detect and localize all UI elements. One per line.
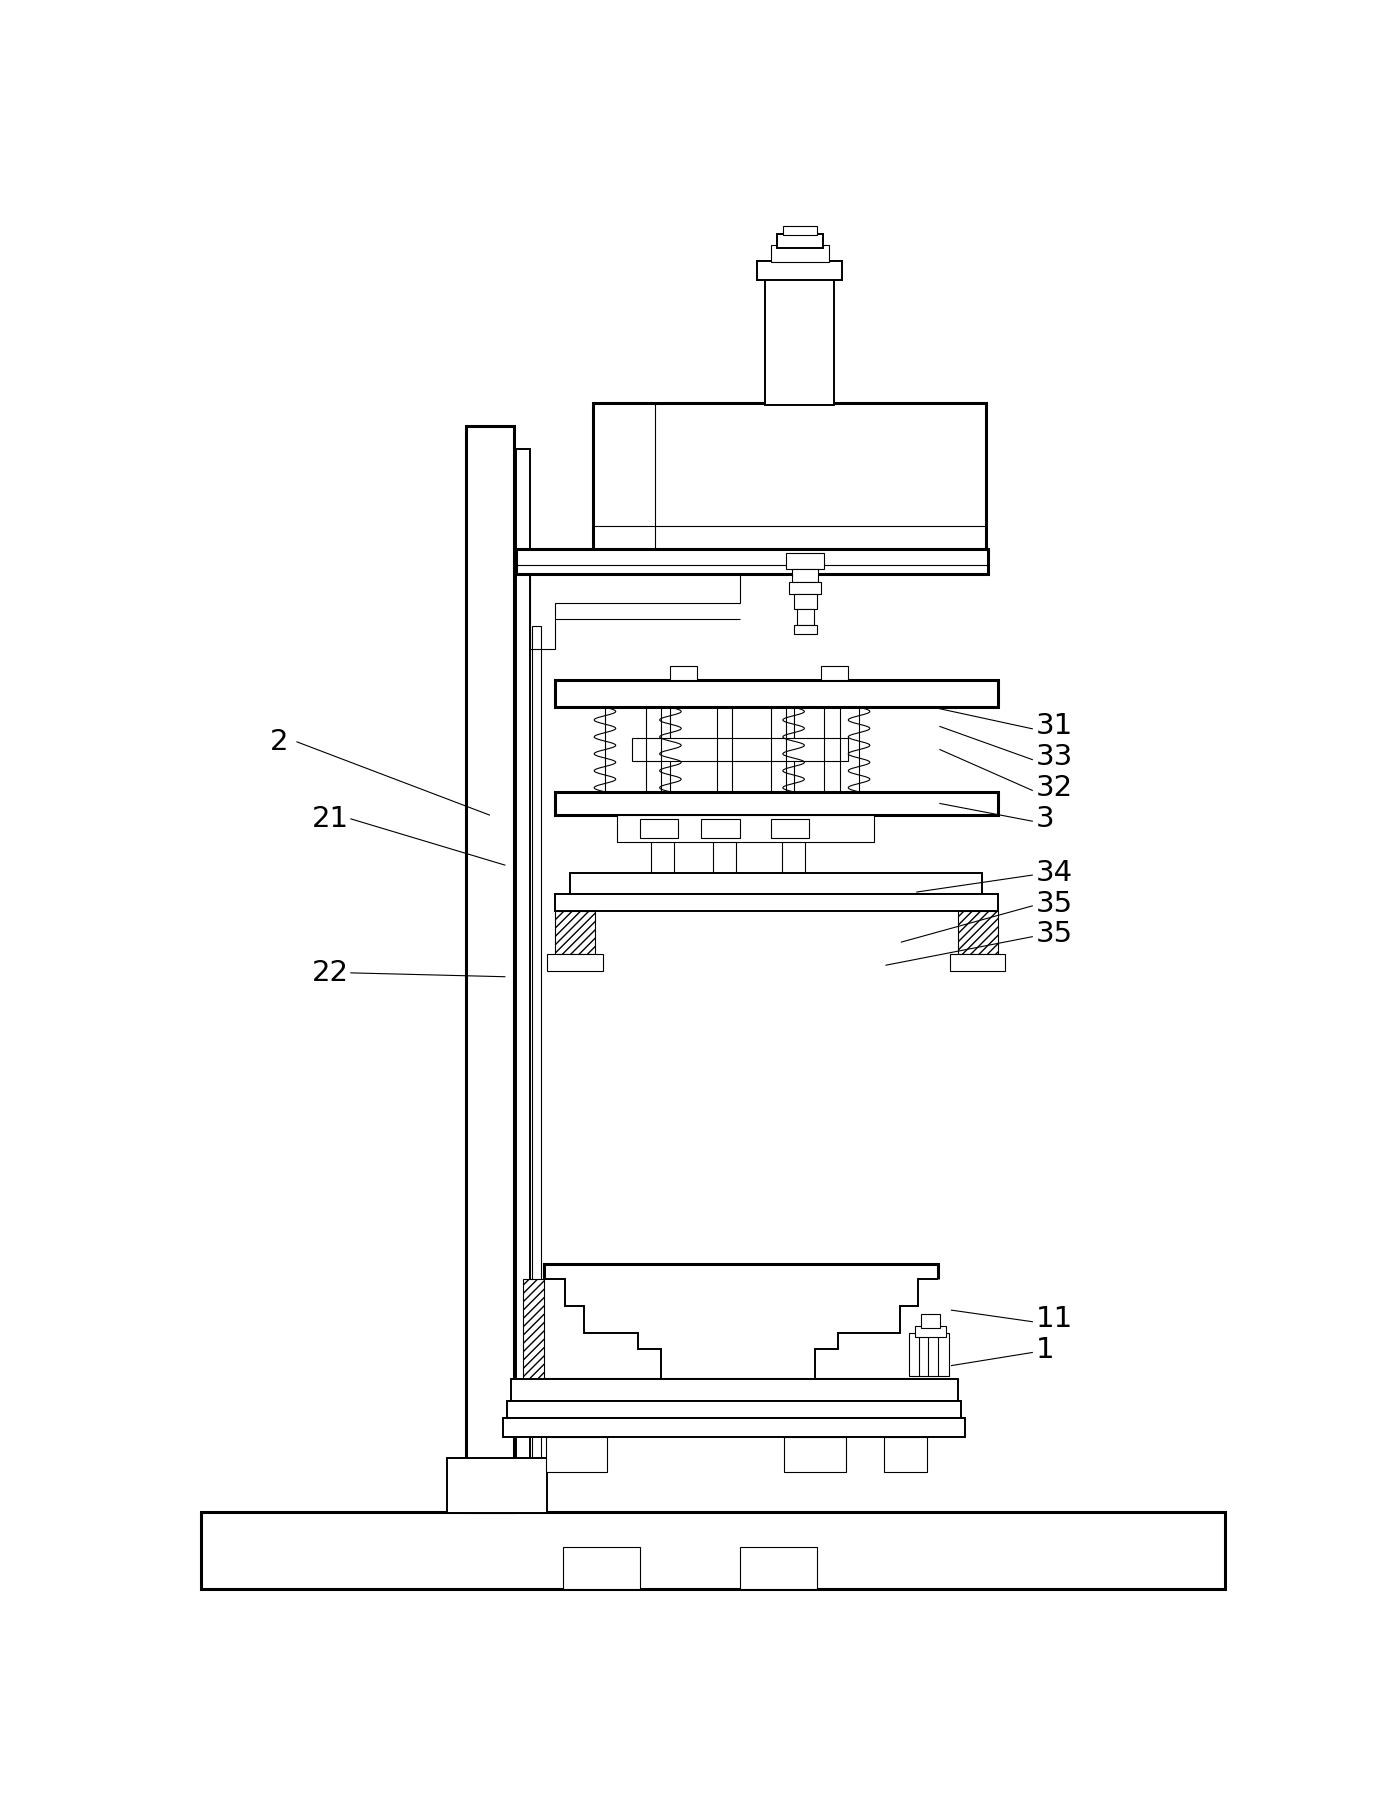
Bar <box>554 791 997 815</box>
Bar <box>797 609 814 626</box>
Bar <box>784 1437 846 1472</box>
Bar <box>570 873 982 895</box>
Bar <box>921 1313 940 1328</box>
Bar <box>467 426 514 1512</box>
Text: 3: 3 <box>1036 804 1055 833</box>
Bar <box>639 819 678 839</box>
Bar <box>632 739 847 760</box>
Bar <box>777 233 823 247</box>
Bar <box>915 1326 946 1337</box>
Text: 31: 31 <box>1036 713 1074 740</box>
Bar <box>770 819 809 839</box>
Text: 34: 34 <box>1036 859 1073 888</box>
Bar <box>511 1379 957 1401</box>
Text: 1: 1 <box>1036 1337 1055 1364</box>
Text: 2: 2 <box>270 728 288 757</box>
Bar <box>885 1437 926 1472</box>
Text: 32: 32 <box>1036 775 1073 802</box>
Bar <box>794 595 816 609</box>
Bar <box>507 1401 961 1419</box>
Text: 33: 33 <box>1036 744 1074 771</box>
Bar <box>910 1333 949 1375</box>
Bar <box>517 549 988 575</box>
Bar <box>563 1546 639 1588</box>
Bar <box>617 815 875 842</box>
Bar <box>794 626 816 635</box>
Bar <box>957 911 997 953</box>
Bar <box>554 680 997 708</box>
Bar <box>770 246 829 262</box>
Bar <box>783 226 816 235</box>
Text: 35: 35 <box>1036 920 1073 948</box>
Bar <box>786 553 825 569</box>
Bar <box>503 1419 965 1437</box>
Bar <box>554 911 595 953</box>
Bar <box>765 276 834 406</box>
Bar <box>546 1437 607 1472</box>
Bar <box>793 569 818 582</box>
Bar <box>758 260 843 280</box>
Bar <box>820 666 847 680</box>
Bar <box>522 1279 545 1379</box>
Bar <box>701 819 740 839</box>
Bar <box>532 626 540 1512</box>
Bar <box>593 404 986 553</box>
Bar <box>201 1512 1224 1588</box>
Text: 35: 35 <box>1036 889 1073 917</box>
Bar <box>670 666 698 680</box>
Bar <box>554 895 997 911</box>
Bar <box>447 1459 547 1513</box>
Text: 22: 22 <box>312 959 350 988</box>
Bar <box>547 953 603 971</box>
Text: 21: 21 <box>312 804 350 833</box>
Bar <box>740 1546 816 1588</box>
Text: 11: 11 <box>1036 1306 1074 1333</box>
Bar <box>517 449 531 1512</box>
Bar <box>788 582 822 595</box>
Bar <box>950 953 1006 971</box>
